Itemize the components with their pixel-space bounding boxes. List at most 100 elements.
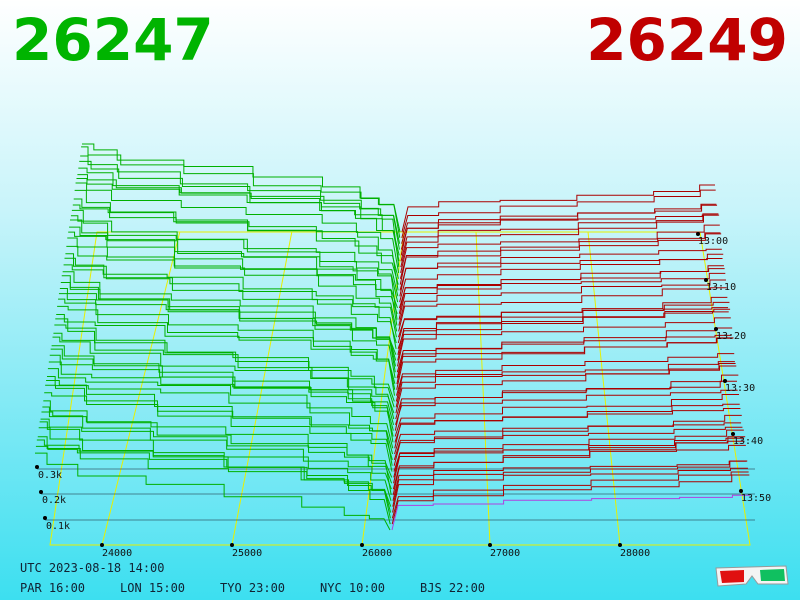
price-tick	[488, 543, 492, 547]
bid-depth-line	[63, 264, 397, 349]
price-label: 28000	[620, 548, 650, 559]
green-lens	[760, 569, 785, 581]
utc-time: UTC 2023-08-18 14:00	[20, 561, 165, 575]
ask-depth-line	[395, 365, 737, 414]
time-label: 13:20	[716, 331, 746, 342]
bid-depth-line	[57, 305, 396, 390]
time-label: 13:50	[741, 493, 771, 504]
zone-time: TYO 23:00	[220, 581, 285, 595]
bid-depth-line	[75, 182, 400, 273]
bid-depth-line	[67, 237, 398, 326]
price-label: 25000	[232, 548, 262, 559]
red-lens	[720, 570, 744, 583]
price-label: 26000	[362, 548, 392, 559]
ask-depth-line	[398, 272, 726, 320]
bid-price: 26247	[12, 6, 214, 74]
bid-depth-line	[64, 257, 397, 344]
bid-depth-line	[43, 400, 393, 478]
bid-depth-line	[35, 452, 391, 531]
price-tick	[100, 543, 104, 547]
bid-depth-line	[46, 380, 393, 461]
ask-depth-line	[392, 467, 748, 513]
bid-depth-line	[52, 336, 395, 420]
ask-depth-line	[397, 317, 731, 367]
ask-depth-line	[398, 268, 725, 314]
depth-tick	[43, 516, 47, 520]
depth-tick	[39, 490, 43, 494]
bid-depth-line	[66, 245, 398, 332]
bid-depth-line	[51, 345, 395, 425]
time-tick	[704, 278, 708, 282]
ask-depth-line	[394, 394, 740, 437]
ask-depth-line	[400, 214, 720, 268]
bid-depth-line	[50, 348, 394, 431]
time-tick	[714, 327, 718, 331]
bid-depth-line	[80, 155, 401, 244]
ask-price: 26249	[586, 6, 788, 74]
bid-depth-line	[58, 298, 396, 385]
ask-depth-line	[397, 307, 729, 344]
time-label: 13:40	[733, 436, 763, 447]
bid-depth-line	[46, 375, 394, 455]
time-label: 13:30	[725, 383, 755, 394]
bid-depth-line	[48, 361, 394, 443]
ask-depth-line	[394, 408, 741, 449]
bid-depth-line	[58, 293, 396, 379]
bid-depth-line	[47, 368, 394, 449]
bid-depth-line	[65, 253, 397, 338]
time-tick	[739, 489, 743, 493]
ask-depth-line	[399, 253, 724, 303]
ask-depth-line	[396, 337, 734, 390]
bid-depth-line	[35, 445, 391, 525]
bid-depth-line	[42, 406, 393, 484]
3d-glasses-icon	[715, 565, 789, 587]
ask-depth-line	[394, 374, 739, 431]
bid-depth-line	[45, 384, 393, 466]
bid-depth-line	[56, 314, 396, 396]
bid-depth-line	[37, 436, 392, 513]
bid-depth-line	[55, 318, 395, 402]
depth-lines	[35, 143, 750, 531]
time-tick	[696, 232, 700, 236]
price-tick	[230, 543, 234, 547]
ask-depth-line	[401, 184, 715, 233]
price-tick	[360, 543, 364, 547]
zone-time: BJS 22:00	[420, 581, 485, 595]
ask-depth-line	[401, 189, 716, 238]
bid-depth-line	[68, 231, 398, 320]
price-tick	[618, 543, 622, 547]
time-zones: PAR 16:00 LON 15:00 TYO 23:00 NYC 10:00 BJS …	[20, 581, 485, 595]
price-label: 24000	[102, 548, 132, 559]
depth-label: 0.3k	[38, 470, 62, 481]
bid-depth-line	[76, 177, 400, 268]
price-label: 27000	[490, 548, 520, 559]
ask-depth-line	[399, 233, 722, 285]
ask-depth-line	[391, 474, 750, 525]
time-label: 13:10	[706, 282, 736, 293]
depth-label: 0.1k	[46, 521, 70, 532]
bid-depth-line	[54, 324, 395, 408]
bid-depth-line	[77, 174, 400, 262]
time-label: 13:00	[698, 236, 728, 247]
bid-depth-line	[72, 204, 399, 291]
ask-depth-line	[391, 494, 750, 531]
bid-depth-line	[44, 392, 393, 472]
depth-tick	[35, 465, 39, 469]
bid-depth-line	[40, 418, 392, 496]
bid-depth-line	[41, 411, 392, 490]
ask-depth-line	[400, 214, 718, 256]
time-tick	[731, 432, 735, 436]
ask-depth-line	[395, 389, 738, 425]
bid-depth-line	[73, 198, 399, 285]
bid-depth-line	[53, 332, 395, 414]
ask-depth-line	[396, 353, 735, 396]
ask-depth-line	[392, 444, 746, 496]
bid-depth-line	[78, 167, 400, 256]
zone-time: PAR 16:00	[20, 581, 85, 595]
zone-time: LON 15:00	[120, 581, 185, 595]
ask-depth-line	[398, 287, 727, 332]
zone-time: NYC 10:00	[320, 581, 385, 595]
bid-depth-line	[81, 146, 401, 238]
